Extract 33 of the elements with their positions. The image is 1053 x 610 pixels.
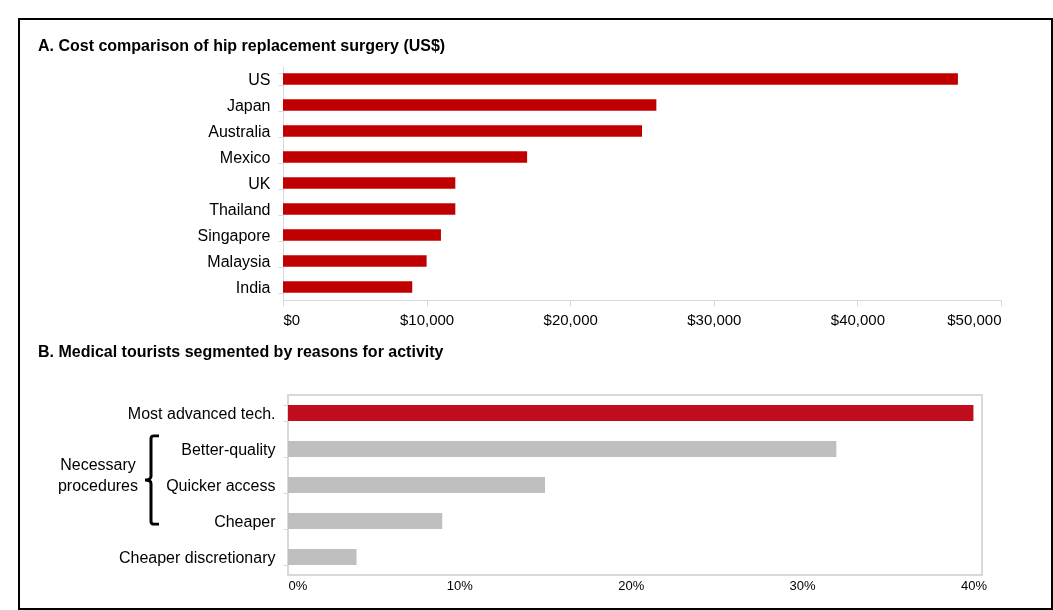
chart-title: B. Medical tourists segmented by reasons for activity	[38, 343, 444, 360]
text: Necessary procedures	[56, 455, 139, 496]
y-tick-label: Most advanced tech.	[127, 404, 276, 422]
y-tick-label: Cheaper discretionary	[118, 548, 276, 566]
y-tick-label: Better-quality	[181, 440, 276, 458]
x-tick-label: 0%	[288, 577, 308, 593]
x-tick-label: $10,000	[399, 310, 455, 328]
bar	[288, 549, 357, 565]
x-tick-label: $20,000	[543, 310, 598, 328]
y-tick-label: India	[235, 278, 271, 296]
y-tick-label: Mexico	[219, 148, 271, 166]
bar	[288, 513, 443, 529]
x-tick-label: $40,000	[830, 310, 886, 328]
x-tick-label: 30%	[789, 577, 817, 593]
x-tick-label: 40%	[960, 577, 988, 593]
y-tick-label: Singapore	[197, 226, 271, 244]
x-tick-label: $50,000	[947, 310, 1002, 328]
x-tick-label: 20%	[618, 577, 645, 593]
y-tick-label: Malaysia	[207, 252, 271, 270]
bar	[288, 405, 974, 421]
bar	[288, 441, 837, 457]
bar	[288, 477, 546, 493]
y-tick-label: Quicker access	[166, 476, 276, 494]
y-tick-label: Japan	[226, 96, 271, 114]
chart-title: A. Cost comparison of hip replacement surgery (US$)	[38, 37, 446, 54]
y-tick-label: Thailand	[209, 200, 271, 218]
y-tick-label: Cheaper	[214, 512, 277, 530]
x-tick-label: $0	[283, 310, 301, 328]
y-tick-label: US	[248, 70, 271, 88]
x-tick-label: 10%	[446, 577, 474, 593]
y-tick-label: UK	[248, 174, 271, 192]
x-tick-label: $30,000	[687, 310, 742, 328]
y-tick-label: Australia	[208, 122, 271, 140]
